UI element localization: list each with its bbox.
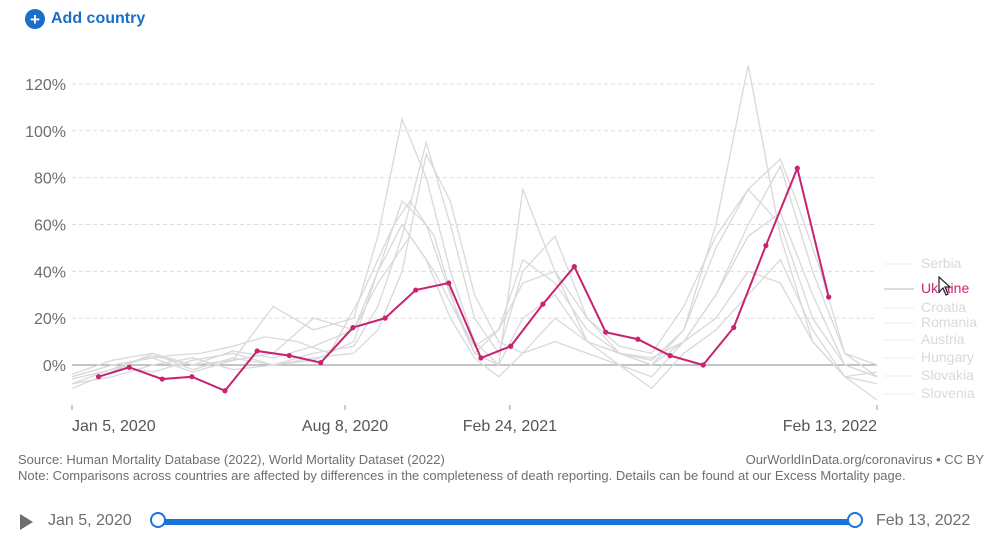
data-point — [794, 165, 800, 171]
highlighted-series — [95, 165, 832, 394]
series-line-romania — [71, 188, 878, 380]
x-tick-label: Jan 5, 2020 — [72, 418, 156, 435]
timeline-start-label: Jan 5, 2020 — [48, 512, 132, 529]
y-tick-label: 120% — [25, 77, 66, 94]
legend-label-serbia[interactable]: Serbia — [921, 255, 962, 271]
legend: SerbiaUkraineCroatiaRomaniaAustriaHungar… — [884, 255, 977, 401]
data-point — [731, 324, 737, 331]
background-series — [71, 65, 878, 401]
data-point — [189, 374, 195, 380]
y-tick-label: 40% — [34, 264, 66, 281]
legend-label-romania[interactable]: Romania — [921, 314, 977, 330]
series-line-hungary — [71, 140, 878, 385]
x-tick-label: Aug 8, 2020 — [302, 418, 388, 435]
data-point — [700, 362, 706, 368]
series-line-slovenia — [71, 116, 878, 401]
legend-label-croatia[interactable]: Croatia — [921, 299, 966, 315]
y-tick-label: 60% — [34, 217, 66, 234]
x-axis: Jan 5, 2020 Aug 8, 2020 Feb 24, 2021 Feb 13… — [71, 405, 878, 435]
x-tick-label: Feb 24, 2021 — [463, 418, 557, 435]
data-point — [382, 315, 388, 321]
series-line-slovakia — [71, 65, 878, 385]
play-icon[interactable] — [20, 514, 33, 530]
grid-lines — [72, 83, 877, 366]
y-tick-label: 20% — [34, 311, 66, 328]
legend-label-slovakia[interactable]: Slovakia — [921, 367, 974, 383]
data-point — [286, 353, 292, 359]
timeline-track[interactable] — [158, 519, 856, 525]
series-line-ukraine — [98, 165, 830, 392]
data-point — [126, 364, 132, 370]
y-axis: 0% 20% 40% 60% 80% 100% 120% — [25, 77, 66, 375]
legend-label-slovenia[interactable]: Slovenia — [921, 385, 975, 401]
y-tick-label: 80% — [34, 171, 66, 188]
source-text: Source: Human Mortality Database (2022),… — [18, 452, 445, 467]
data-point — [478, 355, 484, 361]
data-point — [571, 264, 577, 270]
timeline-end-label: Feb 13, 2022 — [876, 512, 971, 529]
data-point — [508, 343, 514, 349]
add-country-button[interactable]: + Add country — [25, 9, 145, 29]
data-point — [763, 242, 769, 249]
y-tick-label: 0% — [43, 358, 66, 375]
chart-footer: Source: Human Mortality Database (2022),… — [18, 452, 984, 484]
data-point — [159, 376, 165, 382]
data-point — [413, 287, 419, 293]
legend-label-hungary[interactable]: Hungary — [921, 349, 974, 365]
legend-label-austria[interactable]: Austria — [921, 331, 965, 347]
line-chart: 0% 20% 40% 60% 80% 100% 120% Jan 5, 2020 Aug 8,… — [25, 65, 977, 435]
series-line-austria — [71, 223, 878, 378]
plus-circle-icon: + — [25, 9, 45, 29]
data-point — [635, 336, 641, 342]
timeline-end-handle[interactable] — [847, 512, 863, 528]
credit-link[interactable]: OurWorldInData.org/coronavirus • CC BY — [745, 452, 984, 467]
data-point — [667, 353, 673, 359]
data-point — [318, 360, 324, 366]
x-tick-label: Feb 13, 2022 — [783, 418, 877, 435]
timeline: Jan 5, 2020 Feb 13, 2022 — [18, 509, 984, 535]
timeline-start-handle[interactable] — [150, 512, 166, 528]
data-point — [350, 324, 356, 331]
data-point — [603, 329, 609, 335]
data-point — [222, 388, 228, 394]
data-point — [446, 280, 452, 286]
data-point — [826, 294, 832, 300]
y-tick-label: 100% — [25, 124, 66, 141]
data-point — [95, 374, 102, 380]
add-country-label: Add country — [51, 10, 146, 27]
mouse-cursor-icon — [938, 275, 952, 301]
data-point — [540, 301, 546, 307]
note-text: Note: Comparisons across countries are a… — [18, 468, 906, 483]
data-point — [254, 348, 260, 354]
